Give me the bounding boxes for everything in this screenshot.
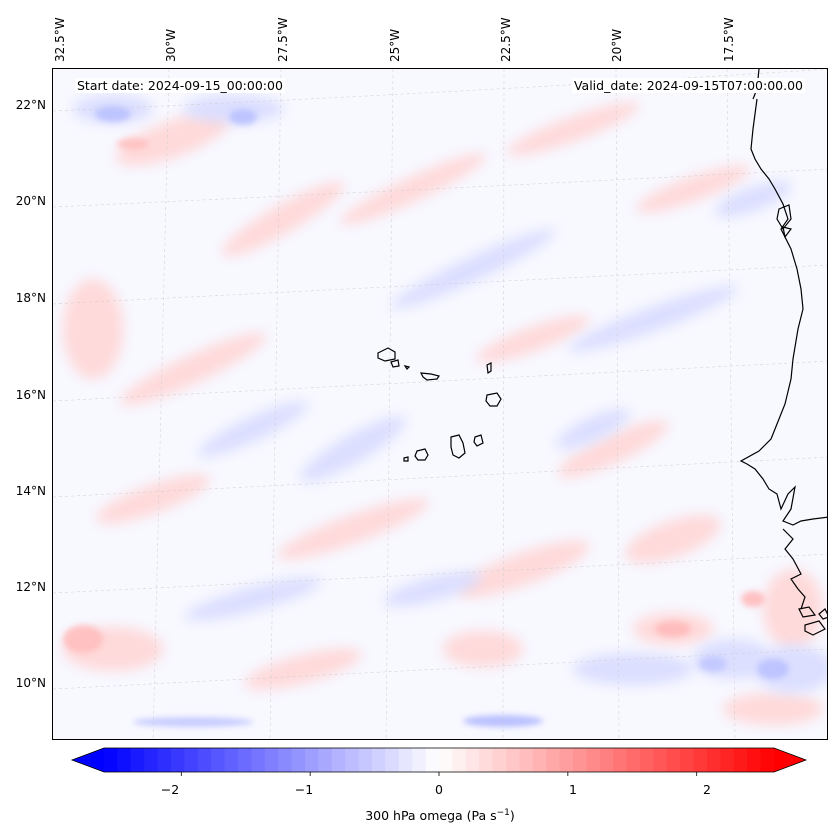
colorbar-step (532, 748, 547, 772)
colorbar-step (465, 748, 480, 772)
strong-omega-features (63, 106, 789, 727)
lon-label-22-5w: 22.5°W (499, 17, 513, 62)
colorbar-step (184, 748, 199, 772)
colorbar-step (626, 748, 641, 772)
colorbar-step (385, 748, 400, 772)
colorbar-step (318, 748, 333, 772)
island-maio (473, 434, 484, 447)
colorbar-step (680, 748, 695, 772)
lat-label-12n: 12°N (15, 580, 46, 594)
colorbar-tick-neg2: −2 (160, 782, 180, 797)
island-sao-vicente (390, 359, 400, 368)
colorbar-step (519, 748, 534, 772)
colorbar-step (492, 748, 507, 772)
colorbar-min-extension (72, 748, 104, 772)
colorbar-step (305, 748, 319, 772)
colorbar-step (733, 748, 748, 772)
colorbar-step (747, 748, 762, 772)
colorbar-step (479, 748, 494, 772)
colorbar-step (264, 748, 279, 772)
colorbar-label: 300 hPa omega (Pa s−1) (365, 808, 515, 824)
island-sao-nicolau (419, 372, 440, 381)
island-bissagos-2 (804, 620, 826, 636)
island-bissagos-1 (798, 606, 817, 618)
colorbar-step (640, 748, 654, 772)
colorbar-step (506, 748, 520, 772)
colorbar-step (425, 748, 440, 772)
colorbar-step (117, 748, 132, 772)
lon-label-17-5w: 17.5°W (722, 17, 736, 62)
colorbar-step (599, 748, 614, 772)
lat-label-14n: 14°N (15, 484, 46, 498)
island-boa-vista (776, 204, 792, 231)
colorbar-step (760, 748, 775, 772)
lon-label-27-5w: 27.5°W (276, 17, 290, 62)
island-santa-luzia (403, 365, 411, 370)
lon-label-25w: 25°W (388, 28, 402, 62)
colorbar-step (452, 748, 467, 772)
colorbar-step (586, 748, 601, 772)
lat-label-18n: 18°N (15, 291, 46, 305)
lon-label-32-5w: 32.5°W (53, 17, 67, 62)
colorbar-bar (70, 747, 808, 776)
island-boa-vista-cv (485, 392, 502, 407)
colorbar-step (358, 748, 373, 772)
colorbar-step (573, 748, 587, 772)
lon-label-20w: 20°W (610, 28, 624, 62)
colorbar-step (171, 748, 185, 772)
island-fogo (414, 448, 429, 461)
colorbar-step (372, 748, 386, 772)
colorbar-step (331, 748, 346, 772)
colorbar-step (291, 748, 306, 772)
colorbar-tick-1: 1 (569, 782, 577, 797)
colorbar-step (130, 748, 145, 772)
colorbar-step (613, 748, 628, 772)
lat-label-20n: 20°N (15, 194, 46, 208)
island-santo-antao (377, 347, 396, 362)
colorbar-step (157, 748, 172, 772)
colorbar-step (197, 748, 212, 772)
colorbar-step (707, 748, 721, 772)
colorbar-step (559, 748, 574, 772)
lat-label-22n: 22°N (15, 98, 46, 112)
colorbar-step (398, 748, 413, 772)
colorbar-step (278, 748, 293, 772)
colorbar-step (238, 748, 252, 772)
colorbar-outline (70, 747, 808, 773)
colorbar-step (666, 748, 681, 772)
colorbar-tick-neg1: −1 (294, 782, 314, 797)
colorbar-step (693, 748, 708, 772)
island-bissagos-3 (818, 608, 827, 620)
lat-label-10n: 10°N (15, 676, 46, 690)
island-dakar (782, 226, 793, 239)
lat-label-16n: 16°N (15, 388, 46, 402)
map-panel: Start date: 2024-09-15_00:00:00 Valid_da… (52, 68, 828, 740)
colorbar-tick-2: 2 (703, 782, 711, 797)
start-date-label: Start date: 2024-09-15_00:00:00 (75, 78, 285, 93)
colorbar-step (104, 748, 118, 772)
colorbar-step (144, 748, 159, 772)
island-brava (403, 456, 409, 462)
colorbar-step (224, 748, 239, 772)
omega-field (53, 69, 827, 739)
colorbar-step (439, 748, 453, 772)
gridlines (53, 69, 827, 739)
colorbar-step (546, 748, 561, 772)
colorbar-tick-0: 0 (435, 782, 443, 797)
valid-date-label: Valid_date: 2024-09-15T07:00:00.00 (571, 78, 805, 93)
colorbar-step (720, 748, 735, 772)
island-sal (486, 362, 492, 375)
colorbar-max-extension (774, 748, 806, 772)
island-santiago (450, 434, 466, 459)
colorbar-step (211, 748, 226, 772)
colorbar-step (412, 748, 427, 772)
colorbar-step (653, 748, 668, 772)
colorbar-step (251, 748, 266, 772)
lon-label-30w: 30°W (164, 28, 178, 62)
colorbar-step (345, 748, 360, 772)
